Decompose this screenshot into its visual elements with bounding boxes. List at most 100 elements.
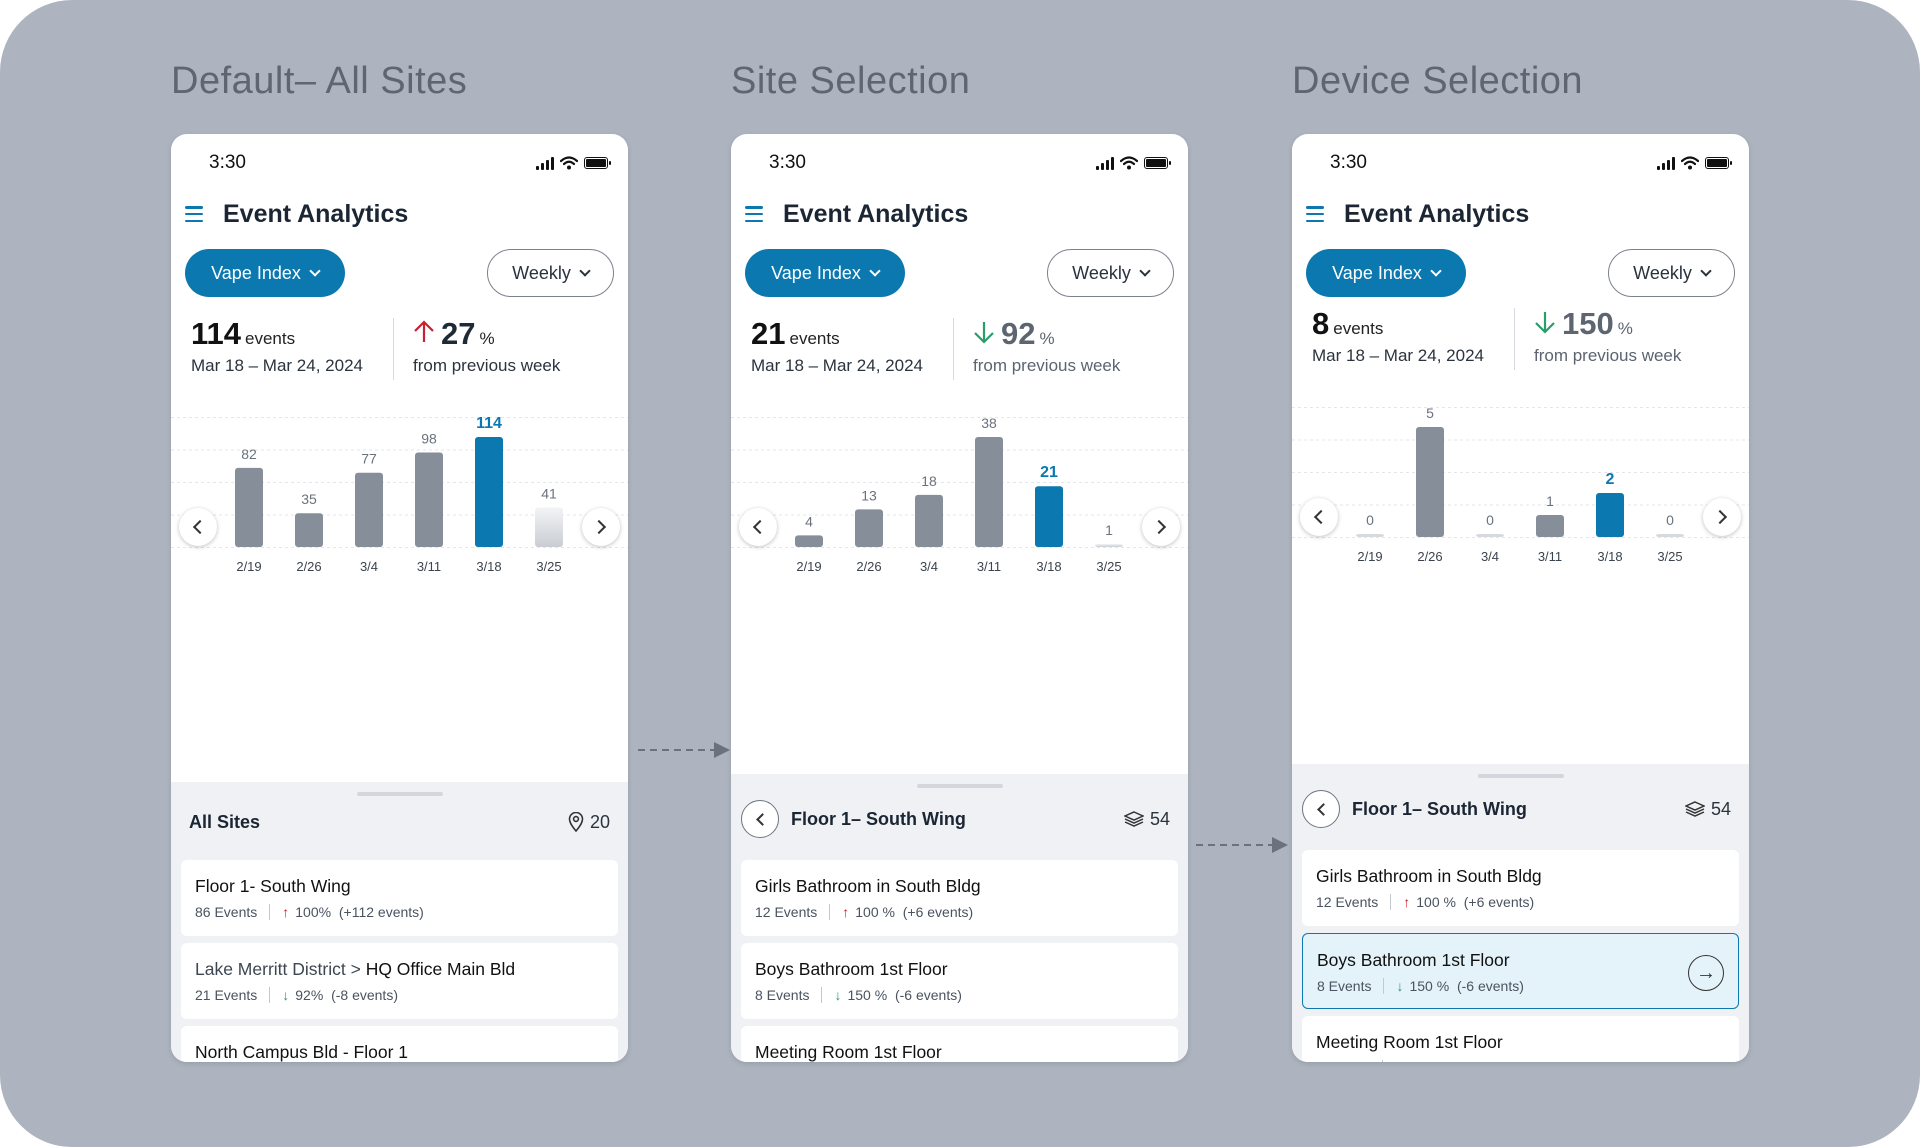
sheet-drag-handle[interactable]: [916, 784, 1003, 788]
device-list-item[interactable]: Girls Bathroom in South Bldg 12 Events ↑ 10…: [1302, 850, 1739, 926]
sheet-drag-handle[interactable]: [1477, 774, 1564, 778]
x-tick-label: 2/26: [1417, 549, 1442, 564]
site-list-item[interactable]: Floor 1- South Wing 86 Events ↑ 100% (+112 …: [181, 860, 618, 936]
arrow-up-icon: ↑: [1403, 894, 1411, 910]
bar-value-label: 77: [361, 451, 377, 467]
phone-screen-device-selection: 3:30 Event Analytics Vape Index Weekly 8…: [1292, 134, 1749, 1062]
chart-bar[interactable]: [235, 467, 263, 547]
chart-bar[interactable]: [1416, 427, 1444, 537]
back-button[interactable]: [1302, 790, 1340, 828]
change-percent: 150: [1562, 306, 1614, 341]
x-tick-label: 3/11: [977, 559, 1001, 574]
summary-block: 8 events Mar 18 – Mar 24, 2024 150% from …: [1312, 306, 1729, 376]
arrow-right-icon[interactable]: →: [1688, 955, 1724, 991]
item-title: North Campus Bld - Floor 1: [195, 1042, 408, 1062]
device-count-value: 54: [1710, 798, 1731, 819]
chart-bar[interactable]: [1035, 486, 1063, 547]
chart-next-button[interactable]: [1142, 508, 1180, 546]
hamburger-menu-icon[interactable]: [185, 206, 203, 222]
metric-dropdown[interactable]: Vape Index: [1306, 249, 1466, 297]
date-range: Mar 18 – Mar 24, 2024: [751, 356, 923, 375]
date-range: Mar 18 – Mar 24, 2024: [1312, 346, 1484, 365]
chevron-right-icon: [591, 519, 607, 535]
arrow-down-icon: ↓: [834, 987, 842, 1003]
bar-value-label: 13: [861, 487, 877, 503]
item-event-count: 12 Events: [1316, 894, 1379, 910]
signal-icon: [1096, 156, 1114, 170]
chevron-down-icon: [869, 265, 881, 277]
chart-bar[interactable]: [1596, 493, 1624, 537]
item-title: Meeting Room 1st Floor: [1316, 1032, 1503, 1052]
device-list: Girls Bathroom in South Bldg 12 Events ↑ 10…: [1302, 850, 1739, 1062]
chart-bar[interactable]: [295, 513, 323, 547]
metric-dropdown[interactable]: Vape Index: [185, 249, 345, 297]
device-list-item[interactable]: Meeting Room 1st Floor4 Events↑100 % (+2…: [741, 1026, 1178, 1062]
weekly-bar-chart: 82 2/19 35 2/26 77 3/4 98 3/11 114 3/18 41 3/25: [171, 402, 628, 602]
change-label: from previous week: [973, 356, 1121, 375]
chart-bar[interactable]: [975, 437, 1003, 547]
arrow-up-icon: ↑: [1395, 1060, 1402, 1062]
chart-bar[interactable]: [1656, 534, 1684, 537]
device-list-item[interactable]: Girls Bathroom in South Bldg 12 Events ↑ 10…: [741, 860, 1178, 936]
sheet-drag-handle[interactable]: [356, 792, 443, 796]
chart-bar[interactable]: [795, 535, 823, 547]
chart-bar[interactable]: [855, 509, 883, 547]
phone-screen-site-selection: 3:30 Event Analytics Vape Index Weekly 2…: [731, 134, 1188, 1062]
period-dropdown[interactable]: Weekly: [1608, 249, 1735, 297]
item-title: Floor 1- South Wing: [195, 876, 351, 896]
chevron-down-icon: [309, 265, 321, 277]
wifi-icon: [560, 156, 578, 170]
chart-bar[interactable]: [915, 494, 943, 547]
battery-icon: [1705, 157, 1732, 169]
chart-bar[interactable]: [475, 437, 503, 547]
item-change-percent: 150 %: [847, 987, 888, 1003]
item-change-percent: 100 %: [855, 904, 895, 920]
chart-bar[interactable]: [355, 472, 383, 547]
item-change-delta: (+2 events): [1456, 1060, 1526, 1062]
chart-next-button[interactable]: [1703, 498, 1741, 536]
arrow-down-icon: ↓: [1396, 978, 1404, 994]
chart-bar[interactable]: [1095, 544, 1123, 547]
site-list-item[interactable]: North Campus Bld - Floor 17 Events↓34% (…: [181, 1026, 618, 1062]
chart-bar[interactable]: [1536, 515, 1564, 537]
item-change-delta: (+6 events): [1463, 894, 1535, 910]
wifi-icon: [1681, 156, 1699, 170]
device-list-item[interactable]: Meeting Room 1st Floor4 Events↑100 % (+2…: [1302, 1016, 1739, 1062]
x-tick-label: 2/26: [856, 559, 881, 574]
device-list-item[interactable]: Boys Bathroom 1st Floor 8 Events ↓ 150 % (-…: [741, 943, 1178, 1019]
period-dropdown[interactable]: Weekly: [1047, 249, 1174, 297]
site-list-item[interactable]: Lake Merritt District > HQ Office Main B…: [181, 943, 618, 1019]
x-tick-label: 3/11: [417, 559, 441, 574]
item-event-count: 8 Events: [755, 987, 810, 1003]
metric-dropdown[interactable]: Vape Index: [745, 249, 905, 297]
chart-bar[interactable]: [415, 452, 443, 547]
period-dropdown-label: Weekly: [1072, 262, 1131, 283]
chart-prev-button[interactable]: [179, 508, 217, 546]
chart-bar[interactable]: [1476, 534, 1504, 537]
back-button[interactable]: [741, 800, 779, 838]
metric-dropdown-label: Vape Index: [211, 262, 301, 283]
device-icon: [1123, 811, 1144, 827]
device-list-item[interactable]: Boys Bathroom 1st Floor 8 Events ↓ 150 % (-…: [1302, 933, 1739, 1009]
bar-value-label: 18: [921, 473, 937, 489]
device-icon: [1684, 801, 1705, 817]
event-count-unit: events: [245, 329, 296, 348]
change-unit: %: [1039, 329, 1055, 348]
bar-value-label: 82: [241, 446, 257, 462]
weekly-bar-chart: 0 2/19 5 2/26 0 3/4 1 3/11 2 3/18 0 3/25: [1292, 392, 1749, 592]
hamburger-menu-icon[interactable]: [1306, 206, 1324, 222]
chart-prev-button[interactable]: [739, 508, 777, 546]
chart-bar[interactable]: [535, 507, 563, 547]
bar-value-label: 98: [421, 430, 437, 446]
chart-bar[interactable]: [1356, 534, 1384, 537]
hamburger-menu-icon[interactable]: [745, 206, 763, 222]
weekly-bar-chart: 4 2/19 13 2/26 18 3/4 38 3/11 21 3/18 1 3/25: [731, 402, 1188, 602]
bar-value-label: 5: [1426, 405, 1434, 421]
chevron-left-icon: [192, 519, 208, 535]
chevron-down-icon: [1139, 265, 1151, 277]
period-dropdown[interactable]: Weekly: [487, 249, 614, 297]
chart-prev-button[interactable]: [1300, 498, 1338, 536]
chart-next-button[interactable]: [582, 508, 620, 546]
item-title: Girls Bathroom in South Bldg: [1316, 866, 1542, 886]
item-change-delta: (-6 events): [894, 987, 962, 1003]
